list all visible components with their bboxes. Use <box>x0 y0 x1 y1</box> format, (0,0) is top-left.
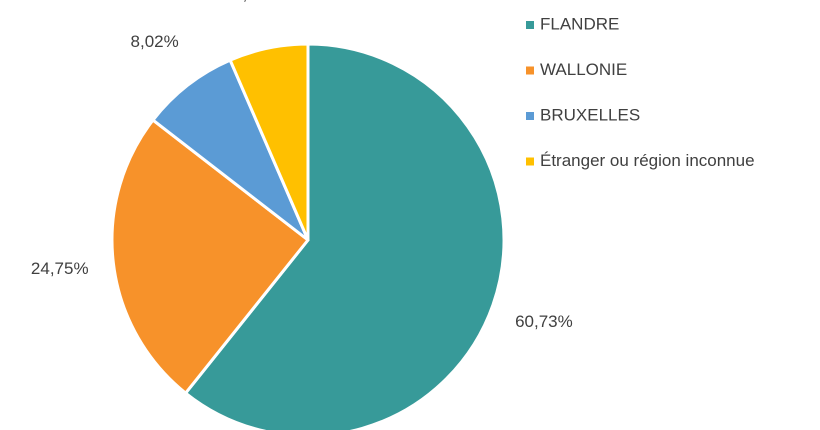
pie-slice <box>151 58 310 242</box>
legend-label: WALLONIE <box>540 60 627 79</box>
pie-slice <box>110 118 310 395</box>
data-label: 24,75% <box>31 259 89 278</box>
legend-label: FLANDRE <box>540 14 619 33</box>
pie-slice <box>228 42 310 242</box>
legend-label: BRUXELLES <box>540 105 640 124</box>
legend-swatch <box>526 21 534 29</box>
legend-swatch <box>526 66 534 75</box>
legend-label: Étranger ou région inconnue <box>540 151 755 170</box>
legend-swatch <box>526 157 534 166</box>
data-label: 6,50% <box>233 0 281 4</box>
data-label: 60,73% <box>515 312 573 331</box>
data-label: 8,02% <box>131 32 179 51</box>
pie-slice <box>184 42 506 430</box>
legend-swatch <box>526 112 534 120</box>
